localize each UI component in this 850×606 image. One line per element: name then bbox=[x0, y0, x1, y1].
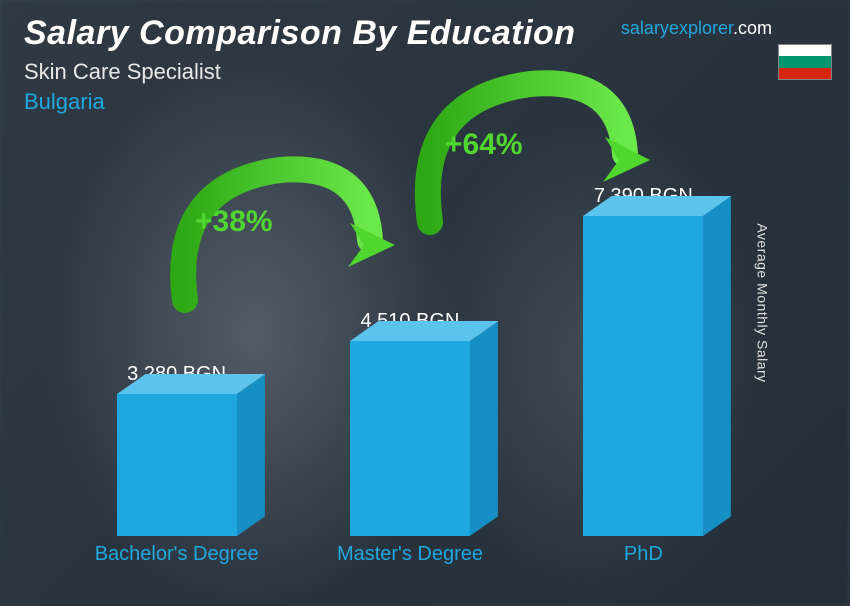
bar-front-2 bbox=[583, 216, 703, 536]
x-axis-labels: Bachelor's Degree Master's Degree PhD bbox=[60, 542, 760, 592]
increase-label-0: +38% bbox=[195, 205, 273, 239]
bar-front-1 bbox=[350, 341, 470, 536]
bar-2 bbox=[583, 216, 703, 536]
xlabel-2: PhD bbox=[553, 542, 733, 592]
bar-side-1 bbox=[470, 321, 498, 536]
bar-0 bbox=[117, 394, 237, 536]
bar-group-0: 3,280 BGN bbox=[117, 363, 237, 536]
brand-logo: salaryexplorer.com bbox=[621, 18, 772, 39]
bar-side-0 bbox=[237, 374, 265, 536]
bar-1 bbox=[350, 341, 470, 536]
y-axis-label: Average Monthly Salary bbox=[754, 223, 770, 382]
brand-suffix: .com bbox=[733, 18, 772, 38]
xlabel-1: Master's Degree bbox=[320, 542, 500, 592]
bar-front-0 bbox=[117, 394, 237, 536]
xlabel-0: Bachelor's Degree bbox=[87, 542, 267, 592]
bar-chart: 3,280 BGN 4,510 BGN 7,390 BGN bbox=[60, 136, 760, 536]
flag-stripe-1 bbox=[779, 56, 831, 67]
flag-icon bbox=[778, 44, 832, 80]
flag-stripe-2 bbox=[779, 68, 831, 79]
subtitle: Skin Care Specialist bbox=[24, 59, 826, 85]
increase-label-1: +64% bbox=[445, 128, 523, 162]
flag-stripe-0 bbox=[779, 45, 831, 56]
brand-main: salaryexplorer bbox=[621, 18, 733, 38]
bar-group-1: 4,510 BGN bbox=[350, 310, 470, 536]
country-label: Bulgaria bbox=[24, 89, 826, 115]
bar-group-2: 7,390 BGN bbox=[583, 185, 703, 536]
bar-side-2 bbox=[703, 196, 731, 536]
